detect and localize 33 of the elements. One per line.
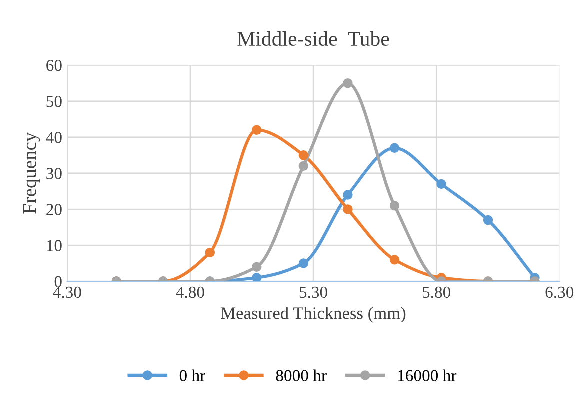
point [252, 262, 262, 272]
point [298, 161, 309, 172]
point [343, 204, 353, 214]
x-tick-label: 5.80 [422, 286, 451, 298]
y-tick-label: 30 [46, 168, 62, 180]
point [390, 200, 400, 211]
x-tick-label: 6.30 [546, 286, 574, 298]
y-axis-title: Frequency [23, 132, 40, 214]
y-tick-label: 60 [46, 60, 62, 72]
y-tick-label: 10 [47, 240, 62, 252]
point [390, 255, 400, 265]
legend-label: 16000 hr [398, 370, 457, 382]
point [483, 215, 494, 226]
legend-label: 0 hr [180, 370, 206, 382]
chart-title: Middle-side Tube [238, 31, 390, 46]
x-axis-title: Measured Thickness (mm) [221, 307, 406, 323]
point [252, 273, 262, 282]
y-tick-label: 50 [46, 96, 62, 108]
point [390, 143, 400, 154]
point [252, 125, 262, 136]
point [343, 190, 353, 200]
y-tick-label: 40 [46, 132, 62, 144]
point [343, 78, 353, 88]
point [298, 258, 309, 268]
x-tick-label: 5.30 [300, 286, 328, 298]
x-tick-label: 4.80 [176, 286, 204, 298]
point [436, 179, 446, 190]
legend-label: 8000 hr [276, 370, 327, 382]
x-tick-label: 4.30 [53, 286, 82, 298]
y-tick-label: 20 [46, 204, 62, 216]
point [205, 248, 215, 258]
y-tick-label: 0 [54, 276, 62, 288]
point [298, 150, 309, 160]
